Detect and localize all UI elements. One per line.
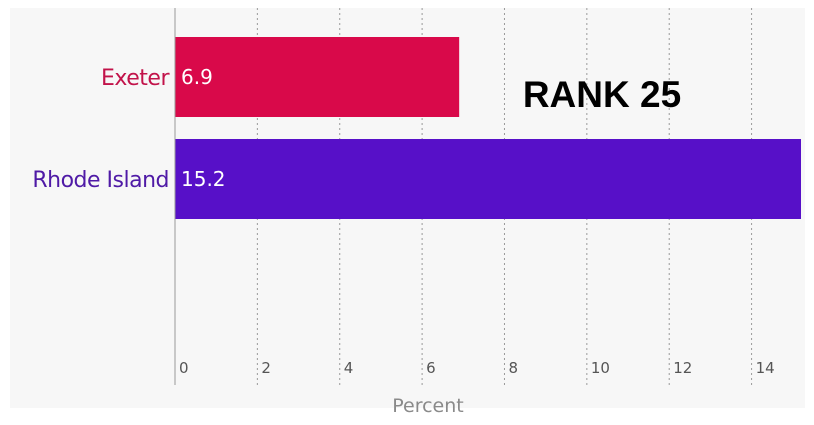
bar: [175, 139, 801, 219]
bar-value-label: 15.2: [181, 167, 226, 191]
x-tick-label: 6: [426, 359, 436, 377]
bar-value-label: 6.9: [181, 65, 213, 89]
rank-annotation: RANK 25: [523, 74, 681, 115]
x-tick-label: 10: [591, 359, 610, 377]
bar: [175, 37, 460, 117]
x-tick-label: 4: [344, 359, 354, 377]
x-axis-ticks: 0 2 4 6 8 10 12 14: [179, 359, 775, 377]
x-axis-title: Percent: [392, 395, 464, 417]
category-label: Rhode Island: [32, 168, 169, 193]
bars: 6.9 15.2: [175, 37, 801, 219]
category-labels: Exeter Rhode Island: [32, 66, 171, 193]
x-tick-label: 8: [508, 359, 518, 377]
x-tick-label: 12: [673, 359, 692, 377]
x-tick-label: 0: [179, 359, 189, 377]
x-tick-label: 2: [261, 359, 271, 377]
x-tick-label: 14: [756, 359, 775, 377]
category-label: Exeter: [101, 66, 170, 91]
